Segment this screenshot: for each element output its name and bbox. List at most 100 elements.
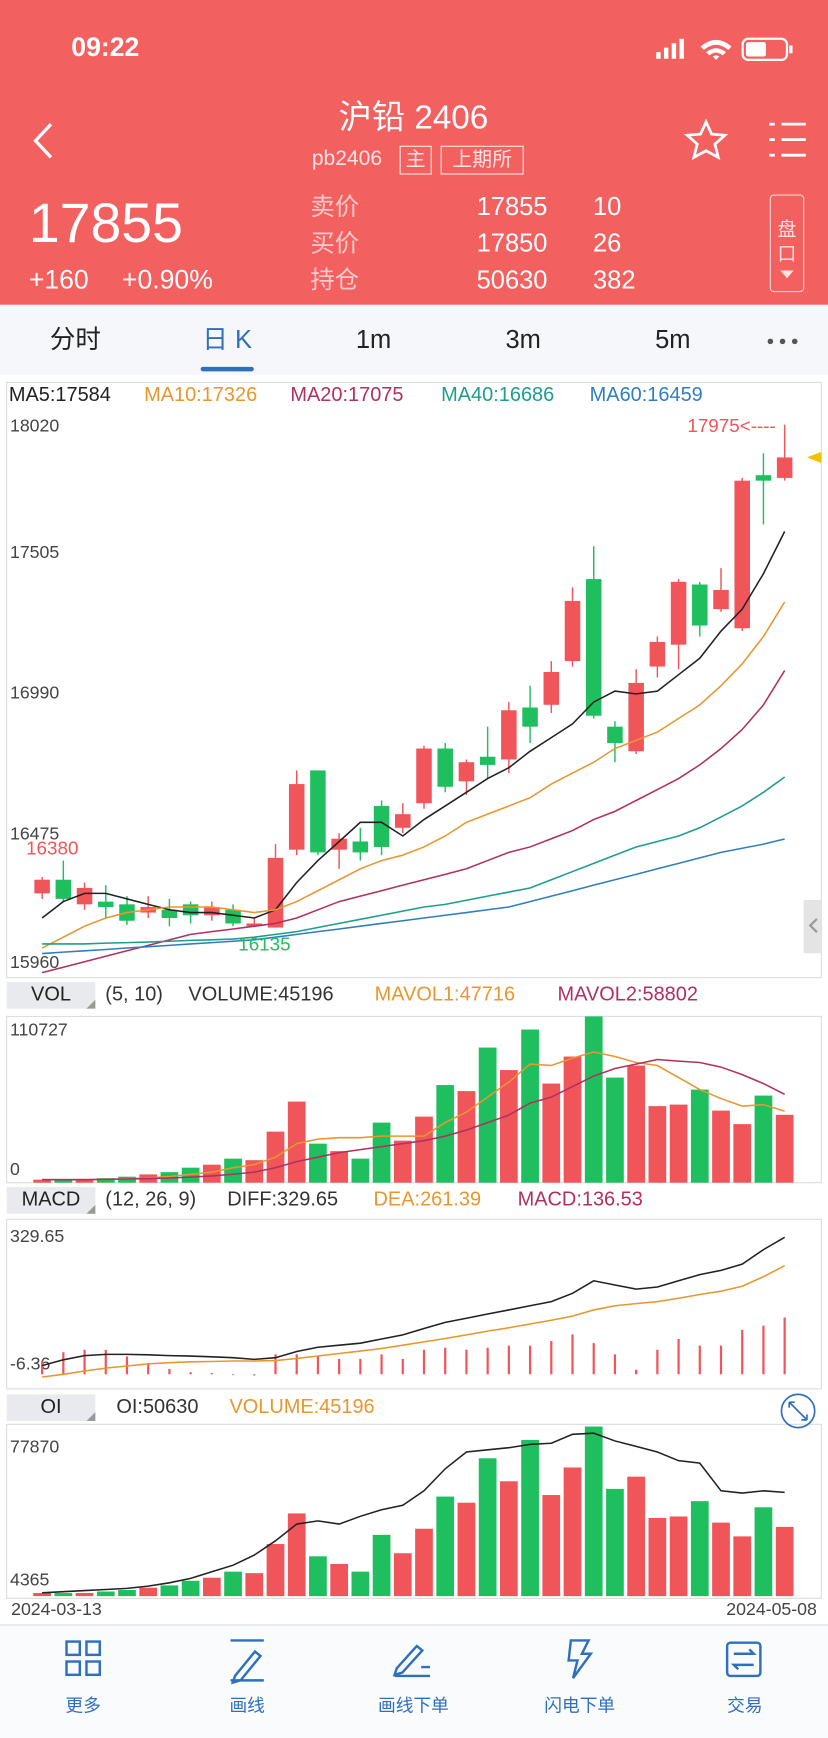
tab-underline bbox=[200, 366, 254, 372]
expand-button[interactable] bbox=[780, 1393, 816, 1429]
back-button[interactable] bbox=[33, 123, 53, 159]
oi-volume-bar bbox=[542, 1495, 561, 1597]
toolbar-icons bbox=[65, 1639, 762, 1685]
oi-volume-bar bbox=[224, 1571, 242, 1597]
legend-item: DEA:261.39 bbox=[374, 1189, 482, 1211]
panel-button-arrow bbox=[780, 270, 794, 279]
last-price-marker bbox=[806, 451, 822, 463]
oi-volume-bar bbox=[712, 1522, 730, 1597]
panel-button-char: 盘 bbox=[778, 219, 797, 240]
oi-volume-bar bbox=[139, 1587, 158, 1597]
panel-button-char: 口 bbox=[778, 243, 797, 264]
oi-volume-bar bbox=[499, 1481, 518, 1597]
oi-volume-bar bbox=[606, 1488, 624, 1597]
volume-bar bbox=[478, 1047, 497, 1183]
macd-panel bbox=[6, 1218, 822, 1390]
quote-volume: 382 bbox=[593, 266, 636, 294]
volume-bar bbox=[457, 1091, 476, 1183]
volume-bar bbox=[669, 1104, 688, 1183]
panel-button-label: 盘口 bbox=[778, 219, 797, 264]
more-tab[interactable] bbox=[767, 338, 798, 345]
y-tick-label: 16475 bbox=[10, 823, 59, 843]
panel-title-bg bbox=[6, 1394, 96, 1421]
panel-title-bg bbox=[6, 982, 96, 1009]
oi-volume-bar bbox=[202, 1577, 221, 1597]
toolbar-label[interactable]: 画线 bbox=[229, 1696, 265, 1716]
vol-panel bbox=[6, 1015, 822, 1184]
legend-item: MAVOL1:47716 bbox=[375, 984, 515, 1006]
y-tick-label: 110727 bbox=[10, 1020, 68, 1040]
legend-item: MA60:16459 bbox=[590, 384, 703, 406]
panel-button[interactable] bbox=[769, 194, 805, 293]
tab[interactable]: 分时 bbox=[50, 326, 101, 354]
candle-body bbox=[692, 584, 708, 626]
oi-volume-bar bbox=[415, 1528, 433, 1597]
change: +160 bbox=[29, 265, 89, 295]
oi-volume-bar bbox=[733, 1536, 752, 1597]
ma-line bbox=[42, 838, 785, 955]
favorite-button[interactable] bbox=[683, 118, 729, 161]
legend-item: MA10:17326 bbox=[144, 384, 257, 406]
tab[interactable]: 3m bbox=[505, 326, 540, 354]
tab[interactable]: 1m bbox=[356, 326, 391, 354]
toolbar-label[interactable]: 更多 bbox=[65, 1696, 100, 1716]
toolbar bbox=[0, 1624, 828, 1738]
volume-bar bbox=[627, 1065, 646, 1183]
candle-body bbox=[713, 590, 729, 610]
status-icons bbox=[656, 37, 793, 61]
volume-bar bbox=[775, 1114, 794, 1183]
candle-body bbox=[161, 909, 178, 919]
header-bg bbox=[0, 0, 828, 305]
menu-button[interactable] bbox=[769, 122, 806, 157]
y-tick-label: 4365 bbox=[10, 1569, 50, 1589]
legend-item: (5, 10) bbox=[105, 984, 163, 1006]
candle-body bbox=[76, 887, 93, 905]
candle-body bbox=[34, 879, 50, 894]
price-panel bbox=[6, 381, 822, 979]
volume-bar bbox=[330, 1151, 349, 1183]
tab[interactable]: 5m bbox=[655, 326, 690, 354]
volume-bar bbox=[351, 1158, 370, 1183]
volume-bar bbox=[372, 1122, 391, 1183]
legend-item: MA5:17584 bbox=[9, 384, 111, 406]
toolbar-label[interactable]: 画线下单 bbox=[378, 1696, 449, 1716]
ma-line bbox=[42, 776, 786, 945]
quote-label: 卖价 bbox=[310, 194, 359, 221]
candle-body bbox=[670, 581, 687, 645]
legend-item: MAVOL2:58802 bbox=[558, 984, 698, 1006]
candle-body bbox=[522, 707, 538, 727]
legend-item: DIFF:329.65 bbox=[227, 1189, 338, 1211]
annotation: 16135 bbox=[238, 933, 290, 954]
candle-body bbox=[734, 480, 750, 629]
volume-bar bbox=[690, 1089, 709, 1183]
oi-volume-bar bbox=[648, 1518, 667, 1597]
x-tick-label: 2024-05-08 bbox=[726, 1599, 817, 1619]
candle-body bbox=[182, 904, 199, 916]
volume-bar bbox=[415, 1116, 433, 1183]
oi-volume-bar bbox=[457, 1502, 476, 1597]
volume-bar bbox=[309, 1143, 327, 1183]
candle-body bbox=[395, 814, 411, 828]
oi-volume-bar bbox=[96, 1591, 115, 1597]
toolbar-label[interactable]: 闪电下单 bbox=[544, 1696, 615, 1716]
oi-volume-bar bbox=[372, 1534, 391, 1597]
quote-value: 17850 bbox=[477, 230, 548, 258]
side-handle-arrow bbox=[808, 918, 818, 933]
candle-body bbox=[267, 857, 284, 928]
volume-bar bbox=[224, 1158, 242, 1183]
oi-volume-bar bbox=[181, 1580, 200, 1597]
oi-volume-bar bbox=[754, 1507, 773, 1597]
toolbar-label[interactable]: 交易 bbox=[727, 1696, 762, 1716]
panel-title-bg bbox=[6, 1187, 96, 1214]
candle-body bbox=[649, 641, 666, 667]
candle-body bbox=[755, 475, 772, 481]
legend-item: VOLUME:45196 bbox=[229, 1396, 374, 1418]
candle-body bbox=[352, 841, 369, 853]
macd-line bbox=[41, 1236, 786, 1367]
mavol-line bbox=[42, 1058, 786, 1181]
candle-body bbox=[204, 907, 220, 916]
ma-line bbox=[41, 601, 786, 949]
quote-rows: 卖价 17855 10 买价 17850 26 持仓 50630 382 bbox=[310, 193, 635, 294]
tab[interactable]: 日 K bbox=[202, 326, 252, 354]
